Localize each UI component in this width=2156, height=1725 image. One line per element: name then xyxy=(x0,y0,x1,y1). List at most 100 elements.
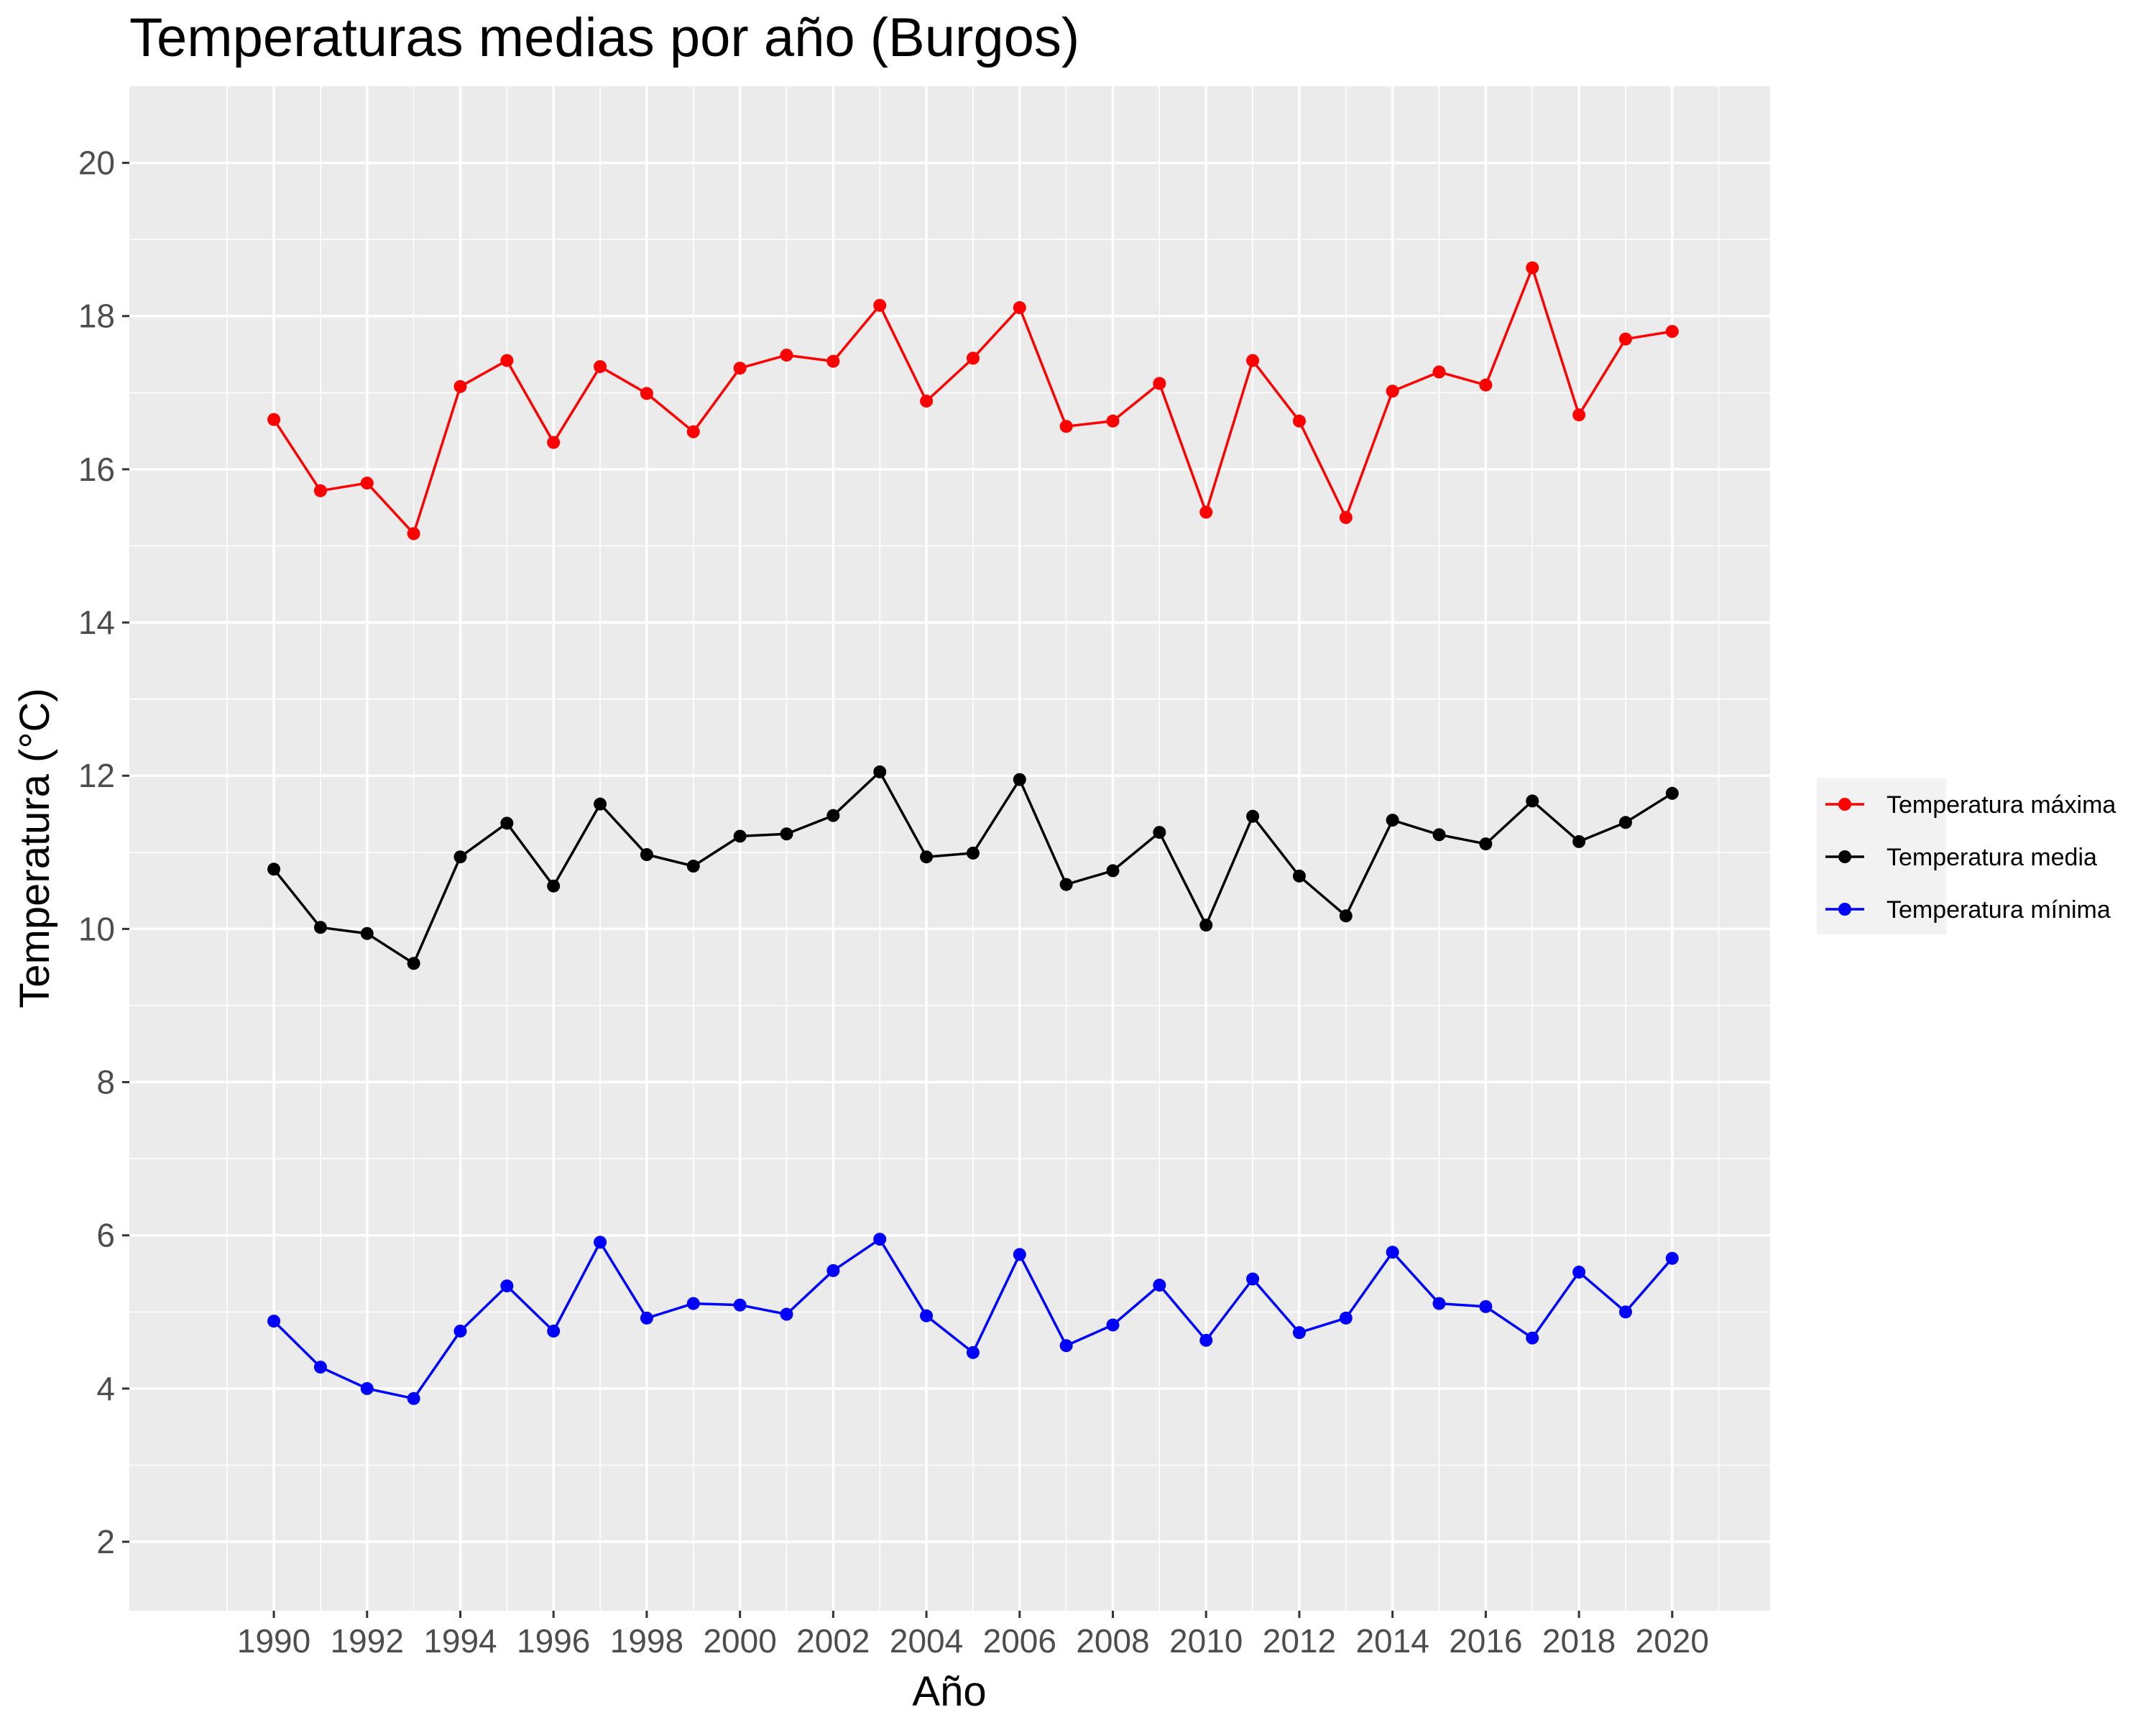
x-tick-label: 1998 xyxy=(610,1622,683,1660)
data-point-min xyxy=(826,1264,840,1277)
data-point-mean xyxy=(1106,864,1120,878)
data-point-max xyxy=(733,362,747,375)
data-point-min xyxy=(1246,1272,1260,1286)
x-tick-label: 2020 xyxy=(1636,1622,1709,1660)
legend-label: Temperatura mínima xyxy=(1886,896,2111,924)
data-point-max xyxy=(640,387,653,400)
data-point-max xyxy=(1106,414,1120,428)
legend-item-min: Temperatura mínima xyxy=(1825,896,2111,924)
data-point-min xyxy=(1339,1311,1353,1325)
data-point-mean xyxy=(313,921,327,934)
data-point-min xyxy=(1059,1339,1073,1353)
data-point-max xyxy=(1059,420,1073,433)
data-point-min xyxy=(407,1392,420,1405)
data-point-max xyxy=(1618,332,1632,346)
data-point-max xyxy=(1339,511,1353,525)
data-point-max xyxy=(920,395,934,408)
data-point-min xyxy=(1199,1333,1213,1347)
data-point-mean xyxy=(407,957,420,970)
data-point-min xyxy=(780,1307,793,1321)
data-point-mean xyxy=(1153,826,1166,840)
data-point-max xyxy=(1432,365,1446,379)
data-point-mean xyxy=(873,765,887,778)
data-point-mean xyxy=(640,848,653,862)
data-point-mean xyxy=(267,862,281,876)
data-point-mean xyxy=(360,926,374,940)
data-point-max xyxy=(1526,261,1539,275)
y-tick-label: 6 xyxy=(96,1217,115,1254)
data-point-mean xyxy=(453,850,467,864)
data-point-mean xyxy=(1572,834,1586,848)
data-point-mean xyxy=(1199,919,1213,932)
data-point-max xyxy=(686,425,700,438)
x-tick-label: 2016 xyxy=(1449,1622,1522,1660)
data-point-max xyxy=(1572,408,1586,422)
y-tick-label: 10 xyxy=(78,910,115,947)
data-point-min xyxy=(1386,1246,1399,1259)
x-axis-title: Año xyxy=(912,1668,986,1715)
x-tick-label: 2018 xyxy=(1542,1622,1616,1660)
series-layer xyxy=(267,261,1679,1405)
data-point-mean xyxy=(547,879,561,893)
y-tick-label: 16 xyxy=(78,451,115,488)
legend-item-mean: Temperatura media xyxy=(1825,844,2097,871)
data-point-min xyxy=(1106,1318,1120,1332)
data-point-mean xyxy=(1665,786,1679,800)
data-point-min xyxy=(453,1324,467,1338)
legend-label: Temperatura media xyxy=(1886,844,2097,871)
legend-label: Temperatura máxima xyxy=(1886,791,2116,819)
data-point-min xyxy=(360,1381,374,1395)
data-point-max xyxy=(1199,505,1213,519)
axis-layer: 1990 1992 1994 1996 1998 2000 2002 2004 2006 2008… xyxy=(78,144,1709,1660)
data-point-min xyxy=(873,1233,887,1246)
x-tick-label: 2008 xyxy=(1076,1622,1149,1660)
data-point-max xyxy=(1386,385,1399,398)
data-point-mean xyxy=(1618,816,1632,829)
data-point-max xyxy=(407,527,420,540)
data-point-max xyxy=(1246,354,1260,367)
x-tick-label: 2014 xyxy=(1355,1622,1429,1660)
data-point-max xyxy=(594,360,607,374)
data-point-min xyxy=(1292,1326,1306,1340)
data-point-min xyxy=(686,1297,700,1310)
x-tick-label: 2002 xyxy=(796,1622,870,1660)
x-tick-label: 1992 xyxy=(331,1622,404,1660)
data-point-max xyxy=(1153,377,1166,390)
series-mean xyxy=(267,765,1679,970)
data-point-mean xyxy=(1432,828,1446,842)
data-point-mean xyxy=(966,846,980,860)
y-tick-label: 8 xyxy=(96,1064,115,1101)
data-point-min xyxy=(267,1315,281,1328)
data-point-max xyxy=(826,354,840,368)
y-axis-title: Temperatura (°C) xyxy=(11,688,58,1008)
data-point-mean xyxy=(780,827,793,841)
series-max xyxy=(267,261,1679,540)
data-point-max xyxy=(780,349,793,362)
data-point-min xyxy=(920,1309,934,1322)
data-point-max xyxy=(360,477,374,490)
data-point-mean xyxy=(1479,837,1493,851)
data-point-min xyxy=(1013,1248,1026,1261)
data-point-mean xyxy=(733,829,747,843)
y-tick-label: 2 xyxy=(96,1523,115,1560)
data-point-min xyxy=(1526,1331,1539,1345)
data-point-min xyxy=(1572,1265,1586,1279)
legend: Temperatura máxima Temperatura media Tempe… xyxy=(1817,778,2116,934)
data-point-max xyxy=(873,298,887,312)
data-point-min xyxy=(640,1311,653,1325)
data-point-max xyxy=(1479,378,1493,392)
data-point-max xyxy=(267,413,281,426)
data-point-min xyxy=(594,1236,607,1249)
y-tick-label: 14 xyxy=(78,604,115,641)
data-point-mean xyxy=(594,797,607,811)
data-point-max xyxy=(1665,325,1679,339)
x-tick-label: 1994 xyxy=(423,1622,497,1660)
data-point-mean xyxy=(1292,869,1306,883)
x-tick-label: 2000 xyxy=(703,1622,776,1660)
y-tick-label: 18 xyxy=(78,298,115,335)
data-point-min xyxy=(1618,1305,1632,1319)
data-point-min xyxy=(1153,1279,1166,1292)
data-point-max xyxy=(547,436,561,449)
y-tick-label: 20 xyxy=(78,144,115,182)
plot-panel xyxy=(129,86,1770,1611)
